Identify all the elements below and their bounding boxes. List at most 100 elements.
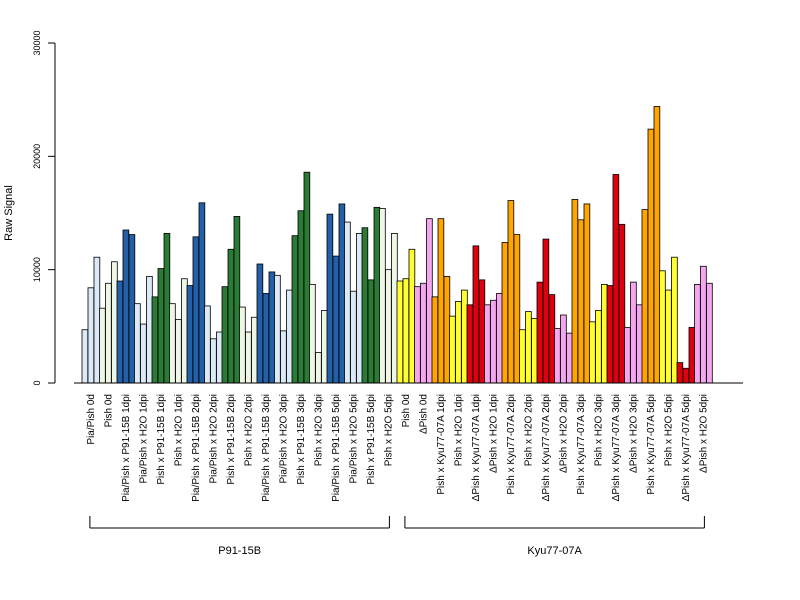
bar: [116, 280, 124, 384]
x-tick-label: Pish x H2O 2dpi: [243, 394, 254, 466]
bar: [536, 281, 544, 384]
bar: [671, 256, 678, 384]
bar: [122, 229, 130, 384]
bar: [478, 279, 486, 384]
bar: [665, 289, 672, 384]
bar: [291, 235, 299, 384]
bar: [245, 331, 252, 384]
bar: [606, 285, 614, 384]
bar: [414, 286, 421, 384]
x-tick-label: Pish x H2O 1dpi: [453, 394, 464, 466]
bar: [356, 232, 363, 384]
bar: [542, 238, 550, 384]
bar: [326, 213, 334, 384]
bar: [93, 256, 101, 384]
bar: [192, 236, 200, 384]
x-tick-label: Pish x H2O 5dpi: [663, 394, 674, 466]
bar: [513, 234, 521, 384]
x-tick-label: ΔPish x H2O 3dpi: [628, 394, 639, 473]
x-tick-label: Pish x P91-15B 1dpi: [156, 394, 167, 485]
bar: [111, 261, 118, 384]
group-brackets: P91-15B Kyu77-07A: [89, 516, 705, 557]
bar: [274, 274, 281, 384]
bar: [455, 300, 462, 384]
bar: [309, 283, 316, 384]
bar: [641, 209, 649, 384]
bar: [583, 203, 591, 384]
bar: [566, 332, 573, 384]
bar: [315, 351, 322, 384]
x-tick-label: Pish x Kyu77-07A 2dpi: [506, 394, 517, 495]
bar: [239, 306, 246, 384]
x-tick-label: Pia/Pish x H2O 2dpi: [208, 394, 219, 484]
bar: [554, 328, 561, 384]
bar: [431, 296, 439, 384]
bar: [618, 223, 626, 384]
y-tick-label: 0: [32, 380, 42, 385]
bar: [134, 303, 141, 384]
bar: [361, 227, 369, 384]
bar: [186, 285, 194, 384]
bar: [420, 282, 427, 384]
bar: [280, 330, 287, 384]
bars: [81, 106, 713, 384]
bar: [391, 232, 398, 384]
x-tick-label: Pish x H2O 1dpi: [173, 394, 184, 466]
bar: [571, 198, 579, 384]
bar: [233, 215, 241, 384]
bar: [426, 218, 433, 384]
bar: [216, 331, 223, 384]
bar: [157, 268, 165, 384]
bar: [373, 206, 381, 384]
x-tick-label: Pia/Pish x P91-15B 5dpi: [331, 394, 342, 502]
bar: [507, 200, 515, 384]
bar: [286, 289, 293, 384]
bar: [589, 321, 596, 384]
bar: [688, 327, 696, 384]
bar: [128, 234, 136, 384]
bar: [700, 265, 707, 384]
bar: [466, 304, 474, 384]
group-label: Kyu77-07A: [527, 545, 582, 557]
bar: [268, 271, 276, 384]
bar: [210, 338, 217, 384]
bar: [531, 317, 538, 384]
bar: [169, 303, 176, 384]
x-tick-label: ΔPish x H2O 5dpi: [698, 394, 709, 473]
bar: [297, 210, 305, 384]
bar: [81, 329, 89, 384]
bar: [443, 276, 451, 384]
x-tick-label: ΔPish x H2O 1dpi: [488, 394, 499, 473]
y-tick-label: 20000: [32, 144, 42, 169]
bar: [560, 314, 567, 384]
bar: [408, 248, 416, 384]
group-label: P91-15B: [218, 545, 261, 557]
x-tick-label: Pish x Kyu77-07A 3dpi: [576, 394, 587, 495]
bar: [630, 281, 637, 384]
x-tick-label: Pish x H2O 3dpi: [593, 394, 604, 466]
x-tick-label: Pish x H2O 3dpi: [313, 394, 324, 466]
y-axis: 0 10000 20000 30000: [32, 30, 56, 386]
bar: [501, 242, 509, 384]
bar: [636, 304, 643, 384]
x-tick-label: Pish x Kyu77-07A 1dpi: [436, 394, 447, 495]
bar: [682, 367, 690, 384]
bar: [146, 276, 153, 384]
bar: [676, 362, 684, 384]
bar: [350, 290, 357, 384]
x-tick-label: ΔPish x H2O 2dpi: [558, 394, 569, 473]
bar: [262, 293, 270, 384]
bar: [496, 293, 503, 384]
bar: [227, 248, 235, 384]
bar: [647, 128, 655, 384]
bar: [338, 203, 346, 384]
bar: [396, 280, 404, 384]
bar: [577, 219, 585, 384]
x-tick-label: Pish 0d: [401, 394, 412, 427]
x-tick-label: Pia/Pish x H2O 1dpi: [138, 394, 149, 484]
bar: [198, 202, 206, 384]
bar: [595, 310, 602, 384]
x-tick-label: ΔPish x Kyu77-07A 2dpi: [541, 394, 552, 501]
bar: [251, 316, 258, 384]
